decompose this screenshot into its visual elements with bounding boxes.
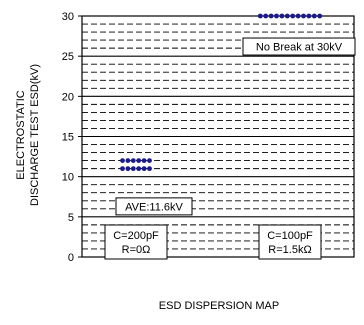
data-point: [279, 13, 285, 19]
data-point: [147, 166, 152, 172]
y-tick-label: 25: [62, 51, 74, 63]
data-point: [120, 166, 125, 172]
data-point: [120, 158, 125, 164]
y-axis-title-line-2: DISCHARGE TEST ESD(kV): [29, 64, 41, 206]
y-axis-title-line-1: ELECTROSTATIC: [15, 90, 27, 179]
annotation-text: No Break at 30kV: [256, 42, 343, 54]
data-point: [141, 158, 147, 164]
data-point: [130, 158, 136, 164]
data-point: [147, 158, 152, 164]
data-point: [263, 13, 269, 19]
data-point: [268, 13, 274, 19]
data-point: [274, 13, 279, 19]
category-label-box: [104, 224, 168, 260]
data-point: [130, 166, 136, 172]
annotation-box: [242, 37, 356, 56]
category-label: C=100pF: [267, 230, 313, 242]
annotation-text: AVE:11.6kV: [125, 201, 183, 213]
category-label: R=0Ω: [122, 244, 151, 256]
y-tick-label: 10: [62, 172, 74, 184]
category-label: C=200pF: [113, 230, 159, 242]
y-tick-label: 30: [62, 11, 74, 23]
y-tick-label: 5: [68, 212, 74, 224]
category-label-box: [258, 224, 322, 260]
data-point: [317, 13, 323, 19]
data-point: [125, 166, 131, 172]
data-point: [301, 13, 306, 19]
data-point: [257, 13, 263, 19]
data-point: [141, 166, 147, 172]
x-axis-title: ESD DISPERSION MAP: [159, 300, 279, 312]
data-point: [136, 166, 142, 172]
y-tick-label: 15: [62, 132, 74, 144]
annotation-box: [115, 197, 193, 216]
data-point: [125, 158, 131, 164]
data-point: [284, 13, 290, 19]
data-point: [295, 13, 301, 19]
data-point: [306, 13, 312, 19]
category-label: R=1.5kΩ: [268, 244, 311, 256]
data-point: [290, 13, 296, 19]
y-tick-label: 20: [62, 91, 74, 103]
data-point: [136, 158, 142, 164]
y-tick-label: 0: [68, 252, 74, 264]
data-point: [311, 13, 317, 19]
